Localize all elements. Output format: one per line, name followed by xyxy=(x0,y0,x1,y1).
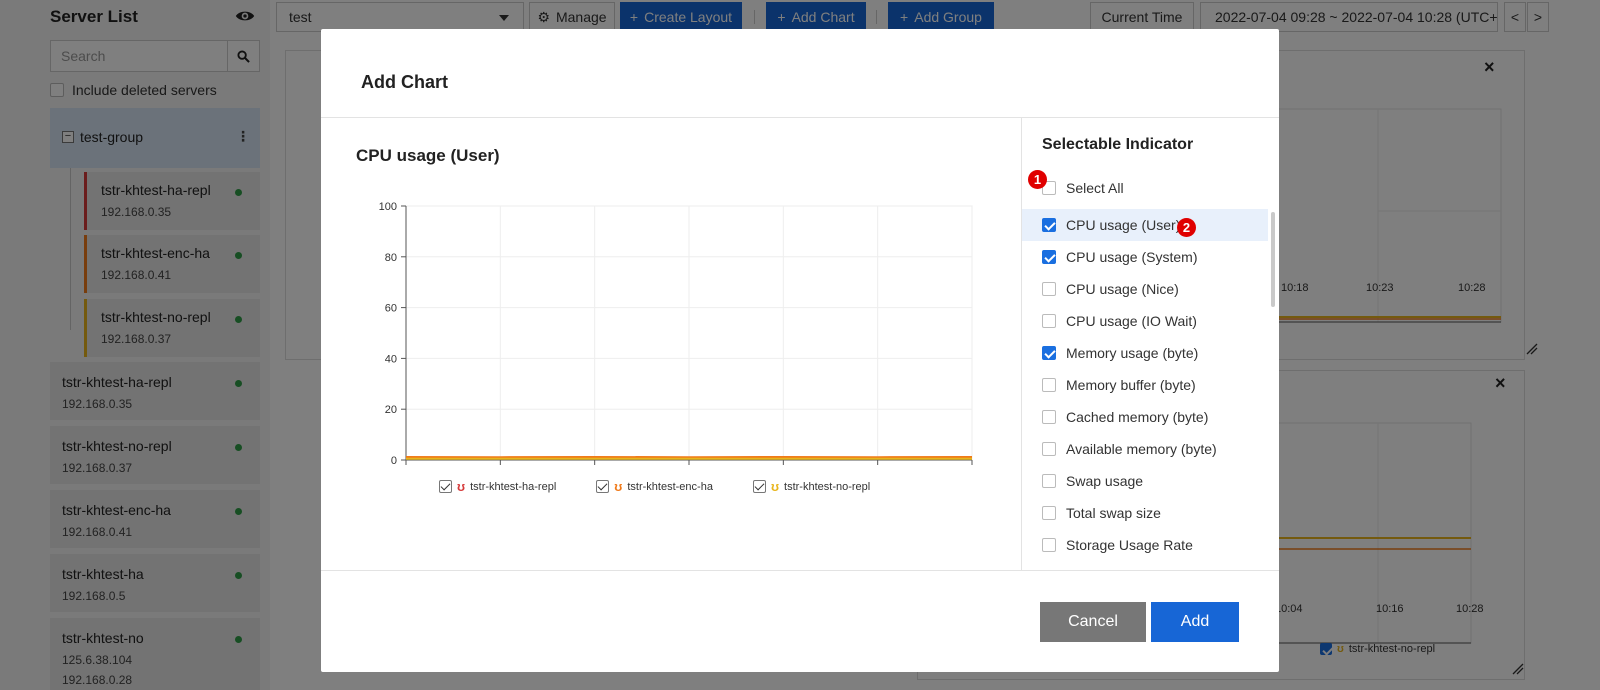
indicator-label: CPU usage (IO Wait) xyxy=(1066,313,1197,329)
divider xyxy=(321,117,1279,118)
indicator-checkbox[interactable] xyxy=(1042,442,1056,456)
indicator-checkbox[interactable] xyxy=(1042,410,1056,424)
indicator-option[interactable]: CPU usage (Nice) xyxy=(1022,273,1268,305)
divider xyxy=(1021,118,1022,570)
indicator-list: Select All CPU usage (User) CPU usage (Sy… xyxy=(1022,169,1278,569)
legend-item[interactable]: ʊ tstr-khtest-ha-repl xyxy=(439,479,556,494)
indicator-label: Cached memory (byte) xyxy=(1066,409,1209,425)
indicator-label: CPU usage (Nice) xyxy=(1066,281,1179,297)
indicator-label: Memory usage (byte) xyxy=(1066,345,1199,361)
legend-label: tstr-khtest-enc-ha xyxy=(627,480,713,493)
indicator-label: CPU usage (User) xyxy=(1066,217,1181,233)
indicator-checkbox[interactable] xyxy=(1042,474,1056,488)
indicator-label: Memory buffer (byte) xyxy=(1066,377,1196,393)
chart-legend: ʊ tstr-khtest-ha-repl ʊ tstr-khtest-enc-… xyxy=(439,479,870,494)
y-tick-label: 20 xyxy=(385,404,397,416)
legend-item[interactable]: ʊ tstr-khtest-enc-ha xyxy=(596,479,713,494)
scrollbar[interactable] xyxy=(1271,212,1275,307)
step-badge: 2 xyxy=(1177,218,1196,237)
y-tick-label: 60 xyxy=(385,303,397,315)
cancel-button[interactable]: Cancel xyxy=(1040,602,1146,642)
indicator-option[interactable]: Swap usage xyxy=(1022,465,1268,497)
series-icon: ʊ xyxy=(770,479,780,494)
series-icon: ʊ xyxy=(457,479,466,494)
legend-label: tstr-khtest-no-repl xyxy=(784,480,871,493)
indicator-label: Swap usage xyxy=(1066,473,1144,489)
add-chart-dialog: Add Chart CPU usage (User) 0204060801000… xyxy=(321,29,1279,672)
indicator-checkbox[interactable] xyxy=(1042,506,1056,520)
indicator-checkbox[interactable] xyxy=(1042,538,1056,552)
indicator-option[interactable]: Memory usage (byte) xyxy=(1022,337,1268,369)
indicator-panel-title: Selectable Indicator xyxy=(1042,136,1194,153)
indicator-option[interactable]: Total swap size xyxy=(1022,497,1268,529)
indicator-checkbox[interactable] xyxy=(1042,378,1056,392)
indicator-option[interactable]: CPU usage (IO Wait) xyxy=(1022,305,1268,337)
add-button[interactable]: Add xyxy=(1151,602,1239,642)
select-all-option[interactable]: Select All xyxy=(1022,172,1268,204)
indicator-label: CPU usage (System) xyxy=(1066,249,1198,265)
preview-chart-title: CPU usage (User) xyxy=(356,146,500,165)
legend-checkbox[interactable] xyxy=(596,480,610,493)
legend-checkbox[interactable] xyxy=(752,480,766,493)
indicator-label: Storage Usage Rate xyxy=(1066,537,1193,553)
y-tick-label: 0 xyxy=(391,455,397,467)
indicator-checkbox[interactable] xyxy=(1042,282,1056,296)
step-badge: 1 xyxy=(1028,170,1047,189)
select-all-label: Select All xyxy=(1066,180,1124,196)
y-tick-label: 40 xyxy=(385,353,397,365)
indicator-checkbox[interactable] xyxy=(1042,218,1056,232)
y-tick-label: 100 xyxy=(379,201,397,213)
indicator-option[interactable]: Memory buffer (byte) xyxy=(1022,369,1268,401)
indicator-checkbox[interactable] xyxy=(1042,250,1056,264)
indicator-option[interactable]: CPU usage (User) xyxy=(1022,209,1268,241)
indicator-option[interactable]: Storage Usage Rate xyxy=(1022,529,1268,561)
y-tick-label: 80 xyxy=(385,252,397,264)
legend-item[interactable]: ʊ tstr-khtest-no-repl xyxy=(752,479,871,494)
indicator-option[interactable]: Cached memory (byte) xyxy=(1022,401,1268,433)
preview-chart: 02040608010009:2809:3809:4809:5810:0810:… xyxy=(379,201,973,467)
indicator-option[interactable]: CPU usage (System) xyxy=(1022,241,1268,273)
indicator-option[interactable]: Available memory (byte) xyxy=(1022,433,1268,465)
indicator-label: Available memory (byte) xyxy=(1066,441,1217,457)
dialog-title: Add Chart xyxy=(361,72,448,92)
series-icon: ʊ xyxy=(614,479,623,494)
legend-label: tstr-khtest-ha-repl xyxy=(470,480,557,493)
divider xyxy=(321,570,1279,571)
indicator-checkbox[interactable] xyxy=(1042,314,1056,328)
indicator-label: Total swap size xyxy=(1066,505,1161,521)
legend-checkbox[interactable] xyxy=(439,480,452,493)
indicator-checkbox[interactable] xyxy=(1042,346,1056,360)
